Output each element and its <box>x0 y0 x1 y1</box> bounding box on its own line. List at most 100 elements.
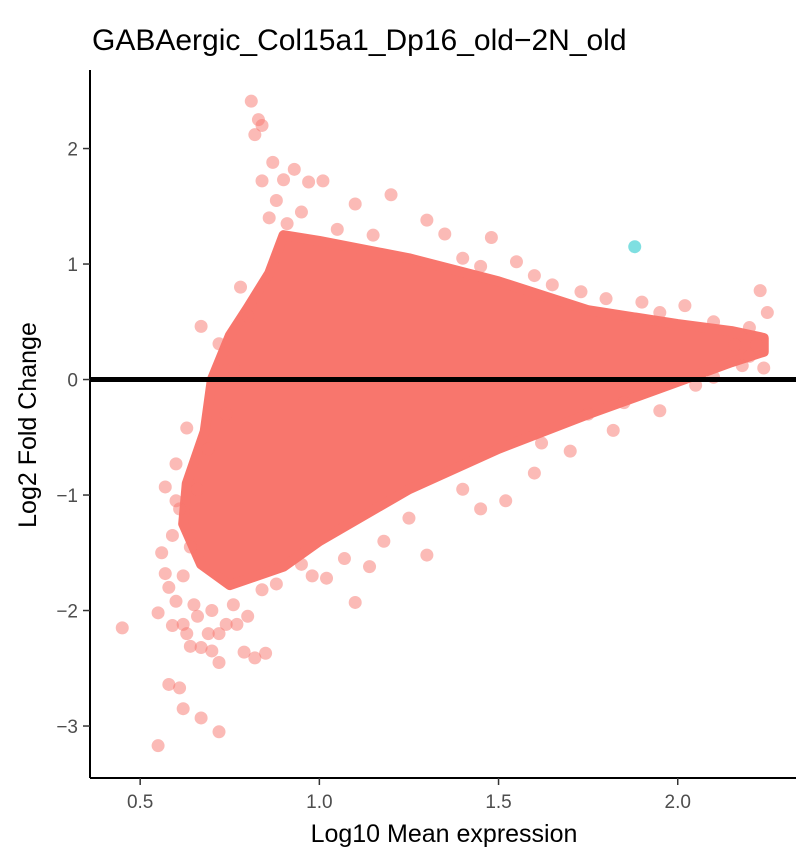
data-point <box>757 361 771 375</box>
data-point <box>169 457 183 471</box>
data-point <box>635 295 649 309</box>
data-point <box>205 604 219 618</box>
data-point <box>735 359 749 373</box>
data-point <box>474 259 488 273</box>
data-point <box>201 442 215 456</box>
data-point <box>535 436 549 450</box>
y-tick-label: 1 <box>67 255 78 276</box>
data-point <box>241 609 255 623</box>
x-axis-label: Log10 Mean expression <box>311 820 578 848</box>
data-point <box>420 548 434 562</box>
data-point <box>205 644 219 658</box>
data-point <box>438 227 452 241</box>
data-point <box>545 278 559 292</box>
data-point <box>678 299 692 313</box>
data-point <box>244 94 258 108</box>
data-point <box>180 421 194 435</box>
dense-point-cloud <box>178 230 769 591</box>
y-tick-label: −3 <box>56 717 78 738</box>
data-point <box>230 617 244 631</box>
data-point <box>180 627 194 641</box>
data-point <box>194 711 208 725</box>
data-point <box>234 280 248 294</box>
data-point <box>402 511 416 525</box>
data-point <box>653 306 667 320</box>
plot-area <box>90 94 796 753</box>
data-point <box>191 482 205 496</box>
data-point <box>151 739 165 753</box>
data-point <box>162 677 176 691</box>
data-point <box>169 594 183 608</box>
data-point <box>316 174 330 188</box>
data-point <box>384 188 398 202</box>
data-point <box>226 598 240 612</box>
data-point <box>689 378 703 392</box>
data-point <box>173 681 187 695</box>
scatter-points <box>115 94 774 753</box>
x-tick-label: 1.5 <box>485 792 511 813</box>
data-point <box>212 656 226 670</box>
x-tick-label: 0.5 <box>127 792 153 813</box>
data-point <box>237 645 251 659</box>
data-point <box>176 569 190 583</box>
data-point <box>337 552 351 566</box>
data-point <box>155 546 169 560</box>
data-point <box>527 466 541 480</box>
data-point <box>162 580 176 594</box>
data-point <box>420 213 434 227</box>
data-point <box>255 174 269 188</box>
data-point <box>305 569 319 583</box>
x-tick-label: 1.0 <box>306 792 332 813</box>
data-point <box>294 205 308 219</box>
data-point <box>527 269 541 283</box>
chart-title: GABAergic_Col15a1_Dp16_old−2N_old <box>92 24 627 57</box>
data-point <box>280 217 294 231</box>
data-point <box>219 407 233 421</box>
data-point <box>606 423 620 437</box>
data-point <box>348 595 362 609</box>
data-point <box>165 528 179 542</box>
data-point <box>212 337 226 351</box>
data-point <box>183 639 197 653</box>
data-point <box>269 194 283 208</box>
data-point <box>377 534 391 548</box>
data-point <box>742 349 756 363</box>
data-point <box>201 627 215 641</box>
data-point <box>499 494 513 508</box>
data-point <box>728 338 742 352</box>
y-axis-ticks: −3 −2 −1 0 1 2 <box>56 140 90 738</box>
data-point <box>212 627 226 641</box>
data-point <box>363 560 377 574</box>
data-point <box>294 557 308 571</box>
data-point <box>707 315 721 329</box>
data-point <box>226 361 240 375</box>
y-tick-label: 2 <box>67 140 78 161</box>
data-point <box>366 228 380 242</box>
data-point <box>287 162 301 176</box>
data-point <box>158 567 172 581</box>
data-point <box>262 211 276 225</box>
data-point <box>187 598 201 612</box>
data-point <box>183 540 197 554</box>
data-point <box>194 640 208 654</box>
data-point <box>760 306 774 320</box>
data-point <box>191 609 205 623</box>
data-point <box>750 338 764 352</box>
data-point <box>115 621 129 635</box>
data-point <box>255 118 269 132</box>
data-point <box>599 292 613 306</box>
data-point <box>158 480 172 494</box>
data-point <box>563 444 577 458</box>
data-point <box>248 128 262 142</box>
data-point <box>617 396 631 410</box>
y-axis-label: Log2 Fold Change <box>14 322 42 528</box>
data-point <box>277 173 291 187</box>
data-point <box>456 482 470 496</box>
data-point <box>266 155 280 169</box>
data-point <box>269 577 283 591</box>
data-point <box>241 309 255 323</box>
data-point <box>742 321 756 335</box>
data-point <box>248 651 262 665</box>
data-point <box>194 319 208 333</box>
